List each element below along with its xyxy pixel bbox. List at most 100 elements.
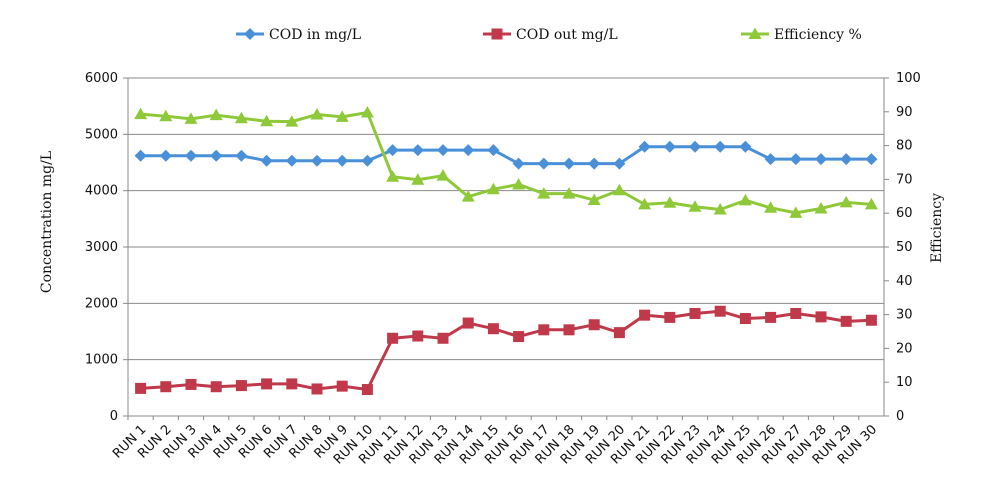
data-point <box>664 311 676 323</box>
data-point <box>436 169 450 181</box>
data-point <box>789 206 803 218</box>
data-point <box>563 157 575 170</box>
data-point <box>234 111 248 124</box>
series-line <box>140 110 872 215</box>
data-point <box>360 105 374 118</box>
data-point <box>663 140 676 153</box>
data-point <box>714 305 726 317</box>
data-point <box>840 315 852 327</box>
data-point <box>260 114 274 127</box>
data-point <box>814 201 828 214</box>
data-point <box>310 108 324 120</box>
data-point <box>562 187 576 199</box>
y2-tick-label: 30 <box>896 308 913 323</box>
data-point <box>689 140 701 153</box>
data-point <box>335 110 349 122</box>
data-point <box>235 149 248 162</box>
y-tick-label: 2000 <box>85 296 118 311</box>
data-point <box>336 380 348 392</box>
series-1 <box>134 140 878 170</box>
series-layer <box>134 105 878 396</box>
data-point <box>789 153 802 166</box>
data-point <box>840 153 853 166</box>
y2-tick-label: 40 <box>896 274 913 289</box>
y-axis-ticks: 0 1000 2000 3000 4000 5000 6000 <box>85 71 128 424</box>
data-point <box>612 183 626 196</box>
data-point <box>790 307 802 319</box>
data-point <box>210 149 223 162</box>
y-tick-label: 3000 <box>85 240 118 255</box>
data-point <box>311 383 323 395</box>
legend-label: COD in mg/L <box>269 27 361 43</box>
y-tick-label: 5000 <box>85 127 118 142</box>
y2-tick-label: 0 <box>896 409 904 424</box>
data-point <box>864 197 878 210</box>
data-point <box>462 144 475 157</box>
data-point <box>563 324 575 336</box>
data-point <box>588 157 601 170</box>
data-point <box>285 115 299 127</box>
legend-marker <box>491 28 503 40</box>
data-point <box>361 154 374 167</box>
data-point <box>738 193 752 206</box>
data-point <box>336 154 349 167</box>
data-point <box>613 327 625 339</box>
y-axis-title: Concentration mg/L <box>39 151 55 293</box>
series-line <box>140 309 872 392</box>
data-point <box>411 144 424 157</box>
legend: COD in mg/L COD out mg/L Efficiency % <box>236 27 862 43</box>
data-point <box>764 153 777 166</box>
series-line <box>140 145 872 166</box>
data-point <box>765 311 777 323</box>
y2-tick-label: 100 <box>896 71 921 86</box>
data-point <box>688 200 702 212</box>
data-point <box>663 196 677 208</box>
legend-label: Efficiency % <box>774 27 862 43</box>
data-point <box>387 332 399 344</box>
data-point <box>437 332 449 344</box>
y2-tick-label: 20 <box>896 341 913 356</box>
series-2 <box>135 305 877 396</box>
data-point <box>764 201 778 213</box>
y2-axis-ticks: 0 10 20 30 40 50 60 70 80 90 100 <box>884 71 921 424</box>
data-point <box>537 157 550 170</box>
data-point <box>713 202 727 215</box>
data-point <box>235 380 247 392</box>
data-point <box>160 381 172 393</box>
data-point <box>739 313 751 325</box>
data-point <box>487 323 499 335</box>
data-point <box>260 154 273 167</box>
data-point <box>587 193 601 206</box>
y2-axis-title: Efficiency <box>929 193 945 263</box>
data-point <box>815 311 827 323</box>
y2-tick-label: 50 <box>896 240 913 255</box>
data-point <box>537 187 551 199</box>
data-point <box>815 153 827 166</box>
y2-tick-label: 80 <box>896 139 913 154</box>
data-point <box>486 182 500 195</box>
data-point <box>689 307 701 319</box>
data-point <box>512 157 525 170</box>
y-tick-label: 0 <box>110 409 118 424</box>
data-point <box>134 149 147 162</box>
data-point <box>487 144 500 157</box>
data-point <box>135 382 147 394</box>
data-point <box>209 108 223 121</box>
data-point <box>865 153 878 166</box>
data-point <box>159 149 172 162</box>
data-point <box>538 324 550 336</box>
y2-tick-label: 70 <box>896 172 913 187</box>
y2-tick-label: 60 <box>896 206 913 221</box>
series-3 <box>134 105 878 218</box>
data-point <box>588 319 600 331</box>
data-point <box>613 157 626 170</box>
y2-tick-label: 90 <box>896 105 913 120</box>
data-point <box>311 154 323 167</box>
legend-label: COD out mg/L <box>516 27 618 43</box>
legend-marker <box>748 27 762 39</box>
data-point <box>134 107 148 120</box>
data-point <box>461 190 475 202</box>
data-point <box>286 378 298 390</box>
